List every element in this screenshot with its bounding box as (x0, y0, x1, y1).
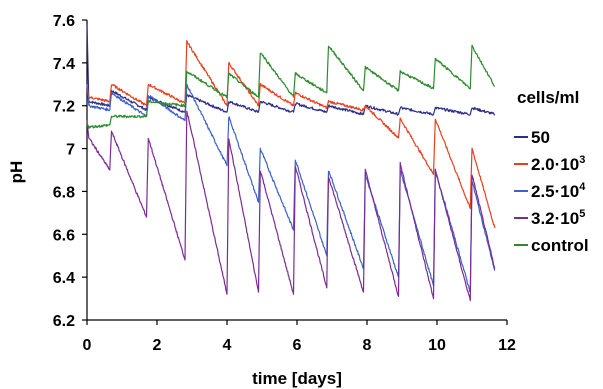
x-tick-label: 8 (363, 337, 372, 354)
legend-entry-label: 3.2·105 (531, 208, 585, 228)
legend-entry-label: 2.5·104 (531, 181, 586, 201)
y-tick-label: 7.6 (53, 13, 75, 30)
x-ticks: 0 2 4 6 8 10 12 (83, 320, 516, 354)
y-axis-title: pH (7, 161, 26, 184)
series-line-1 (86, 40, 496, 229)
y-ticks: 6.2 6.4 6.6 6.8 7 7.2 7.4 7.6 (53, 13, 87, 330)
x-tick-label: 0 (83, 337, 92, 354)
plot-area: 0 2 4 6 8 10 12 6.2 6.4 6.6 6.8 7 7.2 7.4 7.6 (53, 13, 516, 354)
legend-entry-base: 2.0·10 (531, 155, 579, 174)
legend-entries: 50 2.0·103 2.5·104 3.2·105 control (514, 128, 589, 255)
legend-entry-exponent: 5 (579, 208, 585, 220)
legend-entry-base: 2.5·10 (531, 182, 579, 201)
y-tick-label: 6.8 (53, 184, 75, 201)
x-axis-title: time [days] (252, 369, 342, 388)
legend-entry-base: 50 (531, 128, 550, 147)
x-tick-label: 12 (498, 337, 516, 354)
legend-entry-label: control (531, 236, 589, 255)
x-tick-label: 4 (223, 337, 232, 354)
legend-entry-label: 2.0·103 (531, 154, 585, 174)
series-group (86, 24, 496, 302)
y-tick-label: 6.2 (53, 313, 75, 330)
legend-entry-exponent: 3 (579, 154, 585, 166)
y-tick-label: 6.6 (53, 227, 75, 244)
series-line-2 (86, 83, 496, 293)
y-tick-label: 7.2 (53, 99, 75, 116)
legend-entry-exponent: 4 (579, 181, 586, 193)
y-tick-label: 7.4 (53, 56, 75, 73)
x-tick-label: 2 (153, 337, 162, 354)
legend-entry-base: control (531, 236, 589, 255)
x-tick-label: 10 (428, 337, 446, 354)
y-tick-label: 6.4 (53, 270, 75, 287)
legend-title: cells/ml (517, 88, 579, 107)
legend: cells/ml 50 2.0·103 2.5·104 3.2·105 control (514, 88, 589, 255)
series-line-4 (86, 44, 496, 129)
legend-entry-base: 3.2·10 (531, 209, 579, 228)
x-tick-label: 6 (293, 337, 302, 354)
legend-entry-label: 50 (531, 128, 550, 147)
y-tick-label: 7 (66, 142, 75, 159)
series-line-3 (86, 110, 496, 302)
